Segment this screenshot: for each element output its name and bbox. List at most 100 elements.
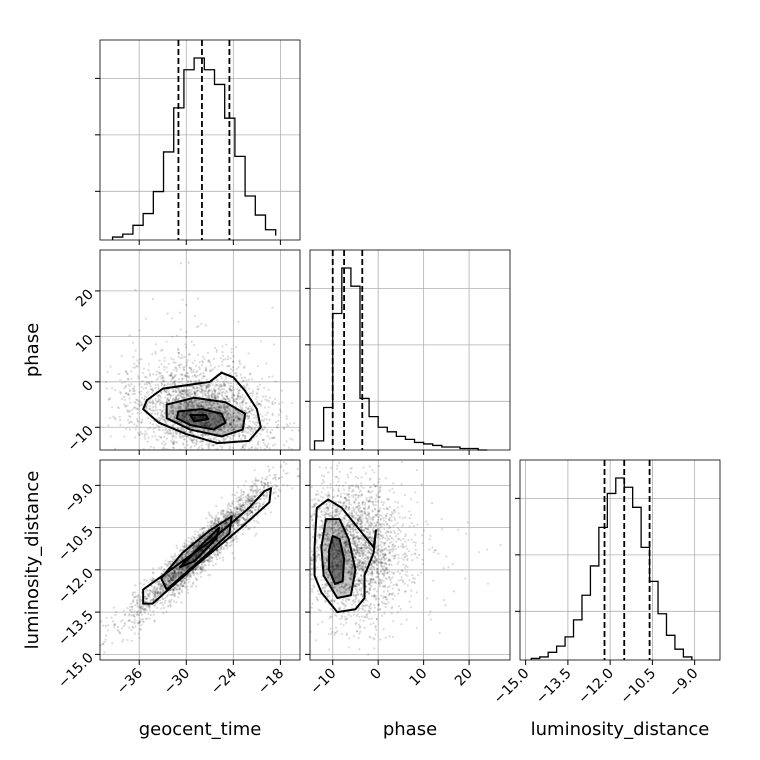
- sample-point: [154, 409, 157, 412]
- sample-point: [138, 404, 141, 408]
- sample-point: [171, 418, 175, 421]
- sample-point: [183, 401, 186, 404]
- sample-point: [207, 563, 211, 567]
- sample-point: [248, 496, 251, 499]
- sample-point: [205, 443, 208, 446]
- sample-point: [209, 413, 213, 416]
- sample-point: [242, 409, 245, 412]
- sample-point: [186, 405, 190, 408]
- sample-point: [188, 392, 191, 395]
- sample-point: [215, 349, 218, 352]
- sample-point: [193, 392, 196, 395]
- sample-point: [231, 500, 234, 503]
- sample-point: [219, 388, 222, 391]
- sample-point: [207, 424, 210, 428]
- sample-point: [173, 376, 176, 379]
- sample-point: [197, 405, 201, 408]
- sample-point: [202, 527, 205, 530]
- sample-point: [190, 369, 193, 372]
- sample-point: [193, 390, 196, 393]
- sample-point: [235, 510, 239, 513]
- sample-point: [124, 404, 127, 407]
- sample-point: [183, 418, 186, 422]
- sample-point: [236, 394, 239, 397]
- sample-point: [170, 357, 173, 360]
- sample-point: [248, 447, 251, 450]
- sample-point: [223, 522, 226, 525]
- sample-point: [233, 528, 236, 531]
- sample-point: [169, 396, 172, 400]
- sample-point: [159, 582, 162, 586]
- sample-point: [209, 364, 212, 367]
- sample-point: [186, 440, 189, 443]
- sample-point: [244, 434, 247, 438]
- sample-point: [175, 601, 178, 604]
- sample-point: [181, 414, 184, 417]
- sample-point: [275, 484, 279, 488]
- sample-point: [202, 355, 205, 358]
- sample-point: [187, 431, 190, 434]
- sample-point: [241, 407, 244, 410]
- sample-point: [226, 390, 229, 394]
- sample-point: [254, 492, 258, 495]
- sample-point: [152, 430, 156, 434]
- sample-point: [161, 447, 164, 450]
- sample-point: [151, 297, 155, 301]
- sample-point: [222, 358, 225, 361]
- sample-point: [196, 374, 199, 377]
- sample-point: [171, 335, 174, 338]
- sample-point: [177, 592, 181, 595]
- sample-point: [195, 536, 198, 539]
- sample-point: [196, 404, 199, 407]
- sample-point: [158, 435, 161, 438]
- sample-point: [174, 416, 177, 420]
- sample-point: [126, 638, 129, 642]
- sample-point: [243, 434, 246, 438]
- sample-point: [243, 484, 246, 487]
- sample-point: [224, 522, 227, 525]
- sample-point: [199, 570, 202, 574]
- sample-point: [161, 587, 165, 590]
- sample-point: [196, 405, 199, 408]
- sample-point: [183, 368, 186, 372]
- sample-point: [140, 411, 143, 414]
- sample-point: [163, 412, 166, 415]
- sample-point: [150, 388, 153, 391]
- sample-point: [208, 547, 211, 551]
- sample-point: [145, 579, 148, 582]
- sample-point: [142, 605, 145, 609]
- sample-point: [236, 424, 239, 427]
- sample-point: [158, 375, 162, 378]
- sample-point: [261, 476, 264, 480]
- sample-point: [206, 360, 210, 363]
- sample-point: [185, 566, 189, 569]
- sample-point: [236, 418, 240, 421]
- sample-point: [213, 397, 216, 400]
- sample-point: [185, 413, 188, 416]
- sample-point: [251, 484, 254, 487]
- sample-point: [122, 395, 126, 399]
- sample-point: [137, 377, 140, 380]
- sample-point: [127, 393, 130, 396]
- sample-point: [163, 384, 166, 387]
- sample-point: [251, 506, 255, 509]
- sample-point: [251, 431, 254, 434]
- sample-point: [236, 374, 239, 377]
- sample-point: [238, 397, 242, 401]
- sample-point: [214, 383, 217, 386]
- sample-point: [125, 370, 128, 374]
- sample-point: [251, 391, 254, 395]
- sample-point: [166, 312, 169, 315]
- sample-point: [243, 513, 246, 516]
- sample-point: [172, 578, 175, 582]
- sample-point: [200, 388, 203, 391]
- sample-point: [182, 438, 186, 441]
- sample-point: [193, 547, 197, 550]
- sample-point: [204, 394, 207, 397]
- sample-point: [207, 389, 211, 392]
- sample-point: [129, 401, 132, 404]
- sample-point: [184, 577, 187, 581]
- sample-point: [220, 377, 223, 380]
- sample-point: [217, 521, 220, 524]
- sample-point: [159, 414, 162, 418]
